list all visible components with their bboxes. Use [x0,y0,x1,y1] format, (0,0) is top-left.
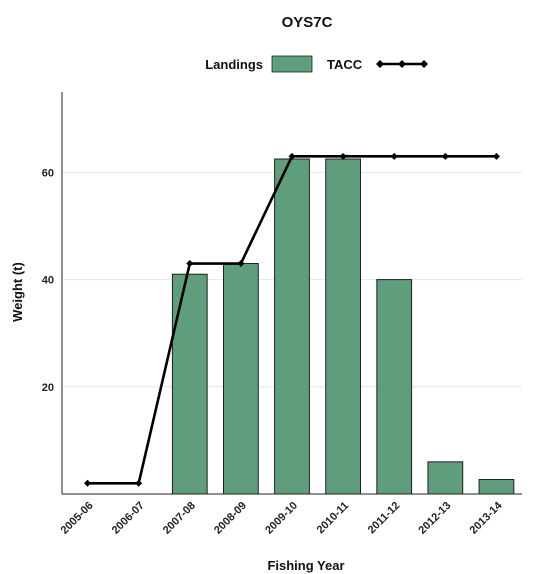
y-tick-label: 60 [42,167,54,179]
tacc-point-2010-11 [339,152,347,160]
tacc-point-2011-12 [390,152,398,160]
tacc-point-2005-06 [84,479,92,487]
x-tick-label: 2005-06 [59,500,96,537]
y-tick-label: 20 [42,382,54,394]
x-ticks: 2005-06 2006-07 2007-08 2008-09 2009-10 2010-… [59,499,506,537]
tacc-point-2013-14 [492,152,500,160]
axes [61,92,522,495]
legend: Landings TACC [205,55,428,73]
bar-2007-08 [171,273,208,495]
x-tick-label: 2010-11 [315,500,352,537]
y-tick-label: 40 [42,275,54,287]
x-tick-label: 2009-10 [263,500,300,537]
tacc-point-2009-10 [288,152,296,160]
legend-tacc-line [376,60,428,68]
x-tick-label: 2012-13 [416,500,453,537]
bar-2009-10 [274,158,310,495]
y-ticks: 20 40 60 [42,167,54,393]
tacc-point-2012-13 [441,152,449,160]
bar-2012-13 [427,461,464,495]
x-tick-label: 2007-08 [161,500,198,537]
x-axis-title: Fishing Year [267,558,344,573]
legend-tacc-label: TACC [327,57,363,72]
bars [171,158,515,495]
tacc-point-2007-08 [186,260,194,268]
bar-2010-11 [325,158,361,495]
y-axis-title: Weight (t) [10,262,25,322]
legend-tacc-marker [420,60,428,68]
x-tick-label: 2013-14 [468,499,506,537]
tacc-series [84,152,500,487]
x-tick-label: 2006-07 [110,500,147,537]
bar-2008-09 [223,263,259,495]
legend-tacc-marker [398,60,406,68]
x-tick-label: 2008-09 [212,500,249,537]
bar-2011-12 [376,279,413,495]
chart-title: OYS7C [282,14,333,31]
legend-landings-label: Landings [205,57,263,72]
bar-2013-14 [478,479,515,495]
x-tick-label: 2011-12 [366,500,403,537]
legend-tacc-marker [376,60,384,68]
tacc-point-2006-07 [135,479,143,487]
tacc-point-2008-09 [237,260,245,268]
legend-landings-swatch [271,55,313,73]
